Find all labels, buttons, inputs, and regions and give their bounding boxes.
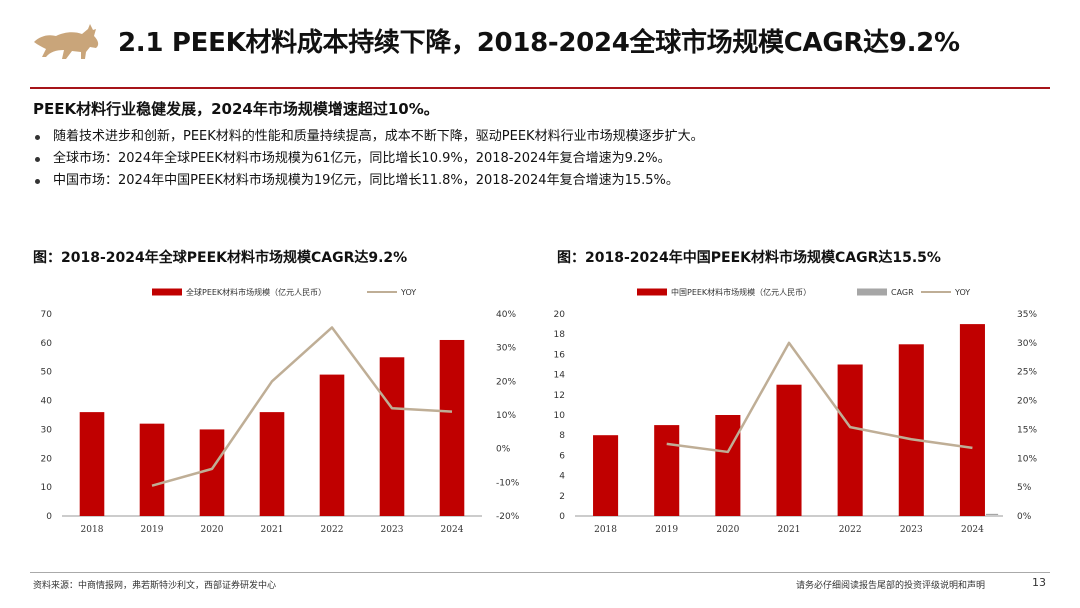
y-tick-label: 6 xyxy=(559,451,565,461)
x-tick-label: 2019 xyxy=(655,525,678,535)
bullet-text: 中国市场：2024年中国PEEK材料市场规模为19亿元，同比增长11.8%，20… xyxy=(53,173,679,188)
y2-tick-label: 30% xyxy=(1017,339,1037,349)
x-tick-label: 2024 xyxy=(441,525,464,535)
x-tick-label: 2020 xyxy=(201,525,224,535)
y-tick-label: 18 xyxy=(554,330,566,340)
bar xyxy=(776,384,802,516)
legend-label: YOY xyxy=(954,288,970,297)
footer-divider xyxy=(30,572,1050,573)
chart-title-global: 图：2018-2024年全球PEEK材料市场规模CAGR达9.2% xyxy=(33,250,408,266)
y2-tick-label: -10% xyxy=(496,478,520,488)
y2-tick-label: 30% xyxy=(496,344,516,354)
bar xyxy=(593,435,619,516)
lead-sentence: PEEK材料行业稳健发展，2024年市场规模增速超过10%。 xyxy=(33,100,439,118)
x-tick-label: 2022 xyxy=(839,525,862,535)
legend-label: 中国PEEK材料市场规模（亿元人民币） xyxy=(671,287,811,297)
bar xyxy=(898,344,924,516)
y2-tick-label: 20% xyxy=(496,377,516,387)
x-tick-label: 2024 xyxy=(961,525,984,535)
bar xyxy=(959,324,985,516)
bullet-dot-icon xyxy=(35,157,40,162)
x-tick-label: 2021 xyxy=(778,525,801,535)
y-tick-label: 0 xyxy=(46,512,52,522)
bar xyxy=(439,339,465,516)
x-tick-label: 2018 xyxy=(594,525,617,535)
china-market-chart: 0 2 4 6 8 10 12 14 16 18 20 0% 5% 10% 15% 20% 25% 30% 35% 2… xyxy=(554,287,1038,535)
y2-tick-label: 35% xyxy=(1017,310,1037,320)
y2-tick-label: 20% xyxy=(1017,397,1037,407)
source-note: 资料来源：中商情报网，弗若斯特沙利文，西部证券研发中心 xyxy=(33,581,277,591)
bar xyxy=(199,429,225,516)
x-tick-label: 2018 xyxy=(81,525,104,535)
bullet-text: 全球市场：2024年全球PEEK材料市场规模为61亿元，同比增长10.9%，20… xyxy=(53,151,671,166)
page-title: 2.1 PEEK材料成本持续下降，2018-2024全球市场规模CAGR达9.2… xyxy=(118,28,960,58)
chart-title-china: 图：2018-2024年中国PEEK材料市场规模CAGR达15.5% xyxy=(557,250,941,266)
legend-label: CAGR xyxy=(891,288,914,297)
bullet-item: 全球市场：2024年全球PEEK材料市场规模为61亿元，同比增长10.9%，20… xyxy=(33,148,704,170)
x-tick-label: 2023 xyxy=(381,525,404,535)
y-tick-label: 16 xyxy=(554,350,566,360)
y2-tick-label: -20% xyxy=(496,512,520,522)
y-tick-label: 4 xyxy=(559,472,565,482)
legend-label: 全球PEEK材料市场规模（亿元人民币） xyxy=(186,287,326,297)
y-tick-label: 40 xyxy=(41,397,53,407)
bar xyxy=(837,364,863,516)
y2-tick-label: 40% xyxy=(496,310,516,320)
y-tick-label: 0 xyxy=(559,512,565,522)
y-tick-label: 20 xyxy=(554,310,566,320)
y2-tick-label: 0% xyxy=(496,445,511,455)
y-tick-label: 30 xyxy=(41,425,53,435)
bar xyxy=(715,415,741,516)
y2-tick-label: 0% xyxy=(1017,512,1032,522)
cagr-bar xyxy=(985,513,999,515)
y2-tick-label: 15% xyxy=(1017,425,1037,435)
bar xyxy=(654,425,680,516)
yoy-line xyxy=(151,326,453,487)
yoy-line xyxy=(666,341,973,454)
y2-tick-label: 25% xyxy=(1017,368,1037,378)
y-tick-label: 14 xyxy=(554,371,566,381)
bullet-item: 随着技术进步和创新，PEEK材料的性能和质量持续提高，成本不断下降，驱动PEEK… xyxy=(33,126,704,148)
legend-swatch xyxy=(857,288,887,296)
y-tick-label: 10 xyxy=(41,483,53,493)
bar xyxy=(379,357,405,516)
disclaimer: 请务必仔细阅读报告尾部的投资评级说明和声明 xyxy=(796,581,986,591)
x-tick-label: 2021 xyxy=(261,525,284,535)
bullet-list: 随着技术进步和创新，PEEK材料的性能和质量持续提高，成本不断下降，驱动PEEK… xyxy=(33,126,704,192)
y-tick-label: 70 xyxy=(41,310,53,320)
y-tick-label: 60 xyxy=(41,339,53,349)
legend-label: YOY xyxy=(400,288,416,297)
global-market-chart: 0 10 20 30 40 50 60 70 -20% -10% 0% 10% 20% 30% 40% 201… xyxy=(41,287,520,535)
y2-tick-label: 10% xyxy=(1017,454,1037,464)
bullet-dot-icon xyxy=(35,135,40,140)
legend-swatch xyxy=(637,288,667,296)
title-divider xyxy=(30,87,1050,89)
legend-swatch xyxy=(152,288,182,296)
y-tick-label: 2 xyxy=(559,492,565,502)
legend-swatch xyxy=(367,291,397,293)
x-tick-label: 2019 xyxy=(141,525,164,535)
page-number: 13 xyxy=(1032,576,1046,589)
bullet-text: 随着技术进步和创新，PEEK材料的性能和质量持续提高，成本不断下降，驱动PEEK… xyxy=(53,129,704,144)
legend-swatch xyxy=(921,291,951,293)
bar xyxy=(319,374,345,516)
x-tick-label: 2023 xyxy=(900,525,923,535)
bullet-dot-icon xyxy=(35,179,40,184)
y-tick-label: 20 xyxy=(41,454,53,464)
y2-tick-label: 5% xyxy=(1017,483,1032,493)
bar xyxy=(139,423,165,516)
x-tick-label: 2020 xyxy=(716,525,739,535)
bullet-item: 中国市场：2024年中国PEEK材料市场规模为19亿元，同比增长11.8%，20… xyxy=(33,170,704,192)
x-tick-label: 2022 xyxy=(321,525,344,535)
y-tick-label: 10 xyxy=(554,411,566,421)
bar xyxy=(79,412,105,516)
y-tick-label: 8 xyxy=(559,431,565,441)
y-tick-label: 50 xyxy=(41,368,53,378)
y-tick-label: 12 xyxy=(554,391,565,401)
bull-logo-icon xyxy=(34,24,99,59)
bar xyxy=(259,412,285,516)
y2-tick-label: 10% xyxy=(496,411,516,421)
